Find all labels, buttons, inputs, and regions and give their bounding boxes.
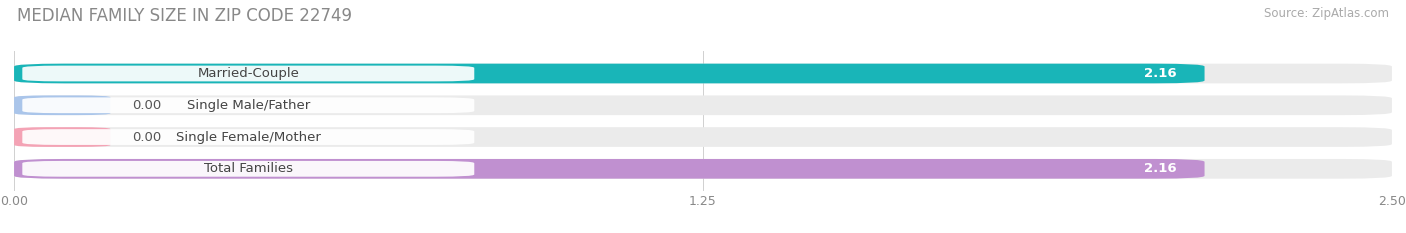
Text: 0.00: 0.00 [132, 130, 162, 144]
FancyBboxPatch shape [22, 66, 474, 81]
Text: Source: ZipAtlas.com: Source: ZipAtlas.com [1264, 7, 1389, 20]
Text: Total Families: Total Families [204, 162, 292, 175]
FancyBboxPatch shape [14, 159, 1392, 179]
FancyBboxPatch shape [22, 129, 474, 145]
FancyBboxPatch shape [14, 96, 1392, 115]
Text: MEDIAN FAMILY SIZE IN ZIP CODE 22749: MEDIAN FAMILY SIZE IN ZIP CODE 22749 [17, 7, 352, 25]
FancyBboxPatch shape [14, 159, 1205, 179]
Text: Single Female/Mother: Single Female/Mother [176, 130, 321, 144]
FancyBboxPatch shape [14, 64, 1392, 83]
FancyBboxPatch shape [14, 127, 111, 147]
Text: 2.16: 2.16 [1144, 162, 1177, 175]
FancyBboxPatch shape [14, 127, 1392, 147]
Text: Married-Couple: Married-Couple [197, 67, 299, 80]
Text: Single Male/Father: Single Male/Father [187, 99, 309, 112]
FancyBboxPatch shape [22, 161, 474, 177]
Text: 0.00: 0.00 [132, 99, 162, 112]
Text: 2.16: 2.16 [1144, 67, 1177, 80]
FancyBboxPatch shape [14, 64, 1205, 83]
FancyBboxPatch shape [22, 97, 474, 113]
FancyBboxPatch shape [14, 96, 111, 115]
